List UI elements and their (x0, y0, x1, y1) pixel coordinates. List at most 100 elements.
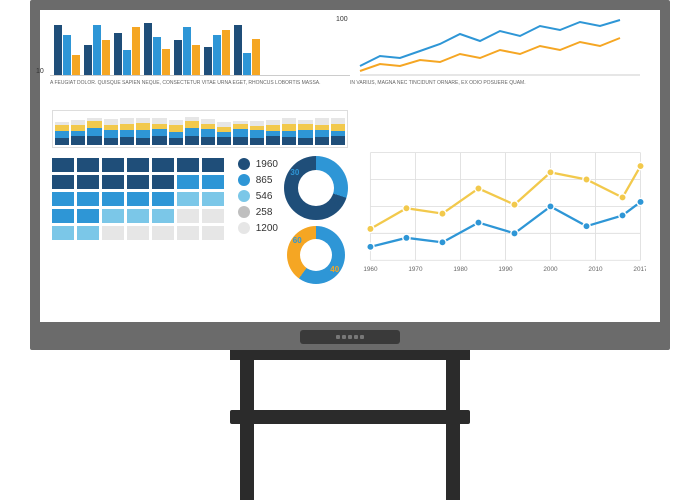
stand-top-bar (230, 350, 470, 360)
bezel-control-panel (300, 330, 400, 344)
bar (84, 45, 92, 75)
bar (93, 25, 101, 75)
heatmap-cell (77, 158, 99, 172)
bar-group (54, 25, 80, 75)
dashboard-screen: 10 A FEUGIAT DOLOR. QUISQUE SAPIEN NEQUE… (40, 10, 660, 322)
stack-segment (55, 131, 69, 138)
stacked-column (233, 113, 247, 145)
x-tick-label: 2000 (543, 266, 558, 273)
stack-segment (315, 130, 329, 137)
stack-segment (201, 137, 215, 145)
bar (63, 35, 71, 75)
bar-group (174, 27, 200, 75)
x-tick-label: 2010 (588, 266, 603, 273)
stack-segment (136, 130, 150, 138)
stacked-column (185, 113, 199, 145)
stacked-column (217, 113, 231, 145)
heatmap-cell (177, 192, 199, 206)
stack-segment (136, 123, 150, 130)
stack-segment (152, 136, 166, 145)
x-tick-label: 2017 (633, 266, 646, 273)
monitor-stand (220, 350, 480, 500)
heatmap-cell (152, 192, 174, 206)
bar (234, 25, 242, 75)
heatmap-cell (77, 192, 99, 206)
heatmap-cell (202, 226, 224, 240)
stack-segment (120, 130, 134, 137)
donut-charts: 30706040 (284, 154, 348, 284)
legend-dot-icon (238, 222, 250, 234)
chart-marker (367, 243, 374, 250)
heatmap-cell (102, 192, 124, 206)
heatmap-cell (177, 158, 199, 172)
stack-segment (120, 137, 134, 145)
bar-group (84, 25, 110, 75)
chart-marker (439, 239, 446, 246)
chart-marker (619, 194, 626, 201)
chart-marker (637, 198, 644, 205)
heatmap-cell (102, 209, 124, 223)
stack-segment (169, 138, 183, 145)
stack-segment (185, 128, 199, 136)
heatmap-cell (102, 175, 124, 189)
stack-segment (201, 129, 215, 137)
stand-leg-right (446, 350, 460, 500)
stack-segment (331, 124, 345, 131)
y-axis-label: 10 (36, 68, 44, 75)
chart-marker (583, 223, 590, 230)
stacked-column (250, 113, 264, 145)
bar-group (234, 25, 260, 75)
y-axis-label: 100 (336, 16, 348, 23)
bottom-right-panel: 1960197019801990200020102017 (350, 106, 650, 316)
donut-chart: 3070 (284, 156, 348, 220)
chart-marker (583, 176, 590, 183)
stacked-column (152, 113, 166, 145)
heatmap-cell (202, 192, 224, 206)
dual-line-chart: 100 (350, 16, 650, 76)
stack-segment (250, 130, 264, 138)
chart-marker (637, 162, 644, 169)
bar (222, 30, 230, 75)
stack-segment (282, 137, 296, 145)
bottom-left-panel: 19608655462581200 30706040 (50, 106, 350, 316)
stacked-strip-chart (52, 110, 348, 148)
stacked-column (71, 113, 85, 145)
bar (153, 37, 161, 75)
stand-leg-left (240, 350, 254, 500)
heatmap-cell (202, 175, 224, 189)
x-tick-label: 1990 (498, 266, 513, 273)
bar (252, 39, 260, 75)
stack-segment (185, 136, 199, 145)
chart-marker (367, 225, 374, 232)
x-tick-label: 1980 (453, 266, 468, 273)
stack-segment (315, 137, 329, 145)
bar (72, 55, 80, 75)
heatmap-cell (52, 226, 74, 240)
stack-segment (282, 124, 296, 131)
chart-marker (403, 234, 410, 241)
stack-segment (87, 136, 101, 145)
bar (162, 49, 170, 75)
stack-segment (71, 136, 85, 145)
heatmap-cell (177, 175, 199, 189)
donut-label: 30 (290, 168, 299, 177)
main-line-chart: 1960197019801990200020102017 (350, 106, 650, 316)
legend-label: 1960 (256, 159, 278, 170)
chart-marker (511, 201, 518, 208)
stack-segment (233, 137, 247, 145)
heatmap-cell (152, 158, 174, 172)
x-tick-label: 1970 (408, 266, 423, 273)
stack-segment (104, 130, 118, 137)
stack-segment (169, 125, 183, 133)
chart-marker (475, 185, 482, 192)
legend-label: 546 (256, 191, 273, 202)
donut-hole (298, 170, 334, 206)
heatmap-cell (52, 192, 74, 206)
stacked-column (331, 113, 345, 145)
heatmap-cell (77, 175, 99, 189)
grouped-bar-chart: 10 (50, 16, 350, 76)
heatmap-cell (77, 226, 99, 240)
stack-segment (55, 138, 69, 145)
heatmap-cell (127, 175, 149, 189)
bar (123, 50, 131, 75)
